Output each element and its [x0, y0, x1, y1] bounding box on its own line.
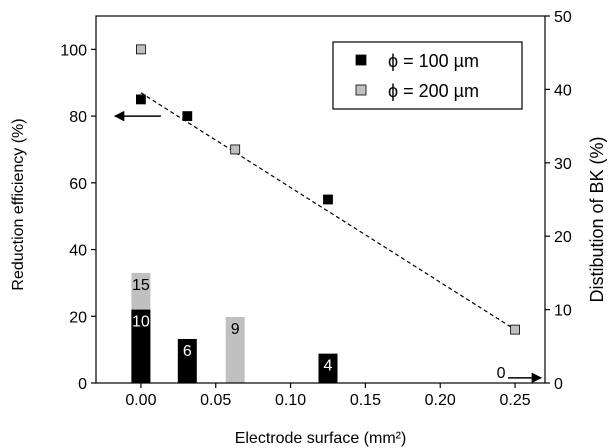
left-tick-label: 0	[78, 376, 87, 393]
points-group	[135, 44, 520, 335]
point-series0-0	[135, 94, 146, 105]
ticks-group: 0.00 0.05 0.10 0.15 0.20 0.250204060801000102…	[60, 9, 572, 409]
bar-label-10: 10	[132, 314, 150, 331]
bar-label-0: 0	[497, 365, 506, 382]
bar-label-9: 9	[231, 321, 240, 338]
legend-label-200um: ϕ = 200 µm	[388, 81, 479, 101]
bar-label-15: 15	[132, 277, 150, 294]
bar-6	[177, 338, 197, 383]
legend-marker-100um	[355, 54, 367, 66]
right-tick-label: 30	[554, 156, 572, 173]
bar-9	[225, 316, 245, 383]
point-series1-0	[135, 44, 146, 55]
x-tick-label: 0.10	[275, 392, 306, 409]
x-tick-label: 0.25	[499, 392, 530, 409]
legend-marker-200um	[355, 84, 367, 96]
point-series0-1	[182, 111, 193, 121]
x-tick-label: 0.05	[200, 392, 231, 409]
right-tick-label: 10	[554, 303, 572, 320]
point-series1-2	[510, 324, 520, 335]
bar-labels-group: 15 10 6 9 4 0	[132, 277, 506, 382]
right-tick-label: 0	[554, 376, 563, 393]
plot-frame	[95, 15, 546, 384]
bar-label-6: 6	[183, 343, 192, 360]
x-tick-label: 0.20	[425, 392, 456, 409]
left-tick-label: 80	[69, 109, 87, 126]
point-series1-1	[230, 144, 241, 155]
legend-label-100um: ϕ = 100 µm	[388, 51, 479, 71]
x-axis-title: Electrode surface (mm²)	[235, 430, 407, 447]
bars-group	[131, 272, 338, 383]
left-tick-label: 20	[69, 309, 87, 326]
left-tick-label: 40	[69, 243, 87, 260]
x-tick-label: 0.00	[125, 392, 156, 409]
right-tick-label: 50	[554, 9, 572, 26]
right-tick-label: 40	[554, 82, 572, 99]
left-axis-title: Reduction efficiency (%)	[10, 118, 27, 290]
trend-line	[140, 92, 516, 331]
legend: ϕ = 100 µm ϕ = 200 µm	[332, 41, 523, 110]
bar-10	[131, 309, 151, 383]
x-tick-label: 0.15	[350, 392, 381, 409]
point-series0-2	[323, 194, 333, 205]
legend-box	[332, 41, 523, 110]
bar-label-4: 4	[324, 358, 333, 375]
left-tick-label: 60	[69, 176, 87, 193]
left-tick-label: 100	[60, 42, 87, 59]
right-tick-label: 20	[554, 229, 572, 246]
bar-4	[318, 353, 338, 383]
right-axis-title: Distibution of BK (%)	[587, 136, 607, 302]
